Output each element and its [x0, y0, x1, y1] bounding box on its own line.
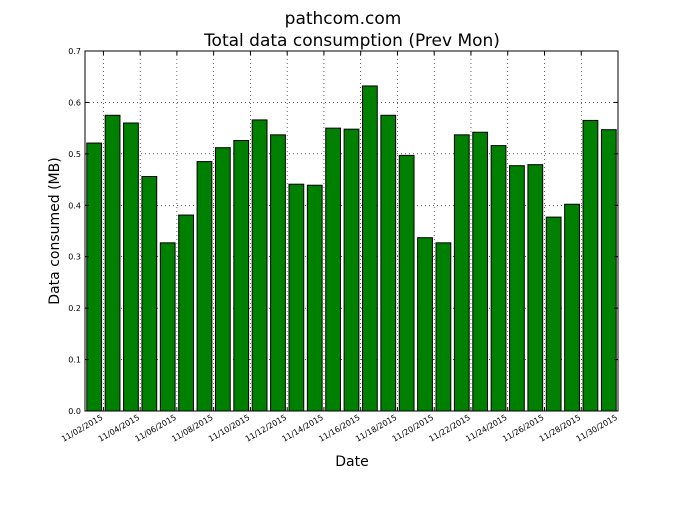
bar-11-17-2015 — [381, 115, 396, 411]
bars — [87, 86, 616, 411]
bar-11-13-2015 — [307, 185, 322, 411]
y-tick-label: 0.2 — [68, 304, 81, 313]
bar-11-29-2015 — [601, 130, 616, 411]
bar-11-23-2015 — [491, 146, 506, 411]
x-tick-label: 11/30/2015 — [575, 413, 619, 444]
bar-11-12-2015 — [289, 184, 304, 411]
y-tick-label: 0.0 — [68, 407, 81, 416]
bar-11-24-2015 — [510, 166, 525, 411]
bar-11-06-2015 — [179, 215, 194, 411]
bar-11-07-2015 — [197, 162, 212, 411]
bar-11-18-2015 — [399, 155, 414, 411]
bar-11-15-2015 — [344, 129, 359, 411]
bar-11-03-2015 — [124, 123, 139, 411]
bar-11-21-2015 — [454, 135, 469, 411]
bar-11-09-2015 — [234, 140, 249, 411]
y-tick-label: 0.5 — [68, 150, 81, 159]
chart-title: pathcom.com — [285, 9, 402, 29]
bar-11-11-2015 — [271, 135, 286, 411]
y-tick-label: 0.1 — [68, 356, 81, 365]
y-tick-label: 0.4 — [68, 201, 81, 210]
bar-11-02-2015 — [105, 115, 120, 411]
bar-11-27-2015 — [565, 204, 580, 411]
bar-11-19-2015 — [418, 238, 433, 411]
bar-11-05-2015 — [160, 243, 175, 411]
bar-11-10-2015 — [252, 120, 267, 411]
x-axis-label: Date — [335, 454, 368, 470]
bar-11-01-2015 — [87, 143, 102, 411]
y-tick-label: 0.7 — [68, 47, 81, 56]
bar-11-22-2015 — [473, 132, 488, 411]
bar-11-26-2015 — [546, 217, 561, 411]
bar-11-08-2015 — [215, 148, 230, 411]
bar-11-14-2015 — [326, 128, 341, 411]
y-tick-label: 0.6 — [68, 98, 81, 107]
bar-11-20-2015 — [436, 243, 451, 411]
bar-11-28-2015 — [583, 120, 598, 411]
bar-11-16-2015 — [362, 86, 377, 411]
bar-11-04-2015 — [142, 176, 157, 411]
bar-11-25-2015 — [528, 165, 543, 411]
chart-subtitle: Total data consumption (Prev Mon) — [203, 31, 500, 51]
y-axis-label: Data consumed (MB) — [47, 157, 63, 304]
y-tick-label: 0.3 — [68, 253, 81, 262]
